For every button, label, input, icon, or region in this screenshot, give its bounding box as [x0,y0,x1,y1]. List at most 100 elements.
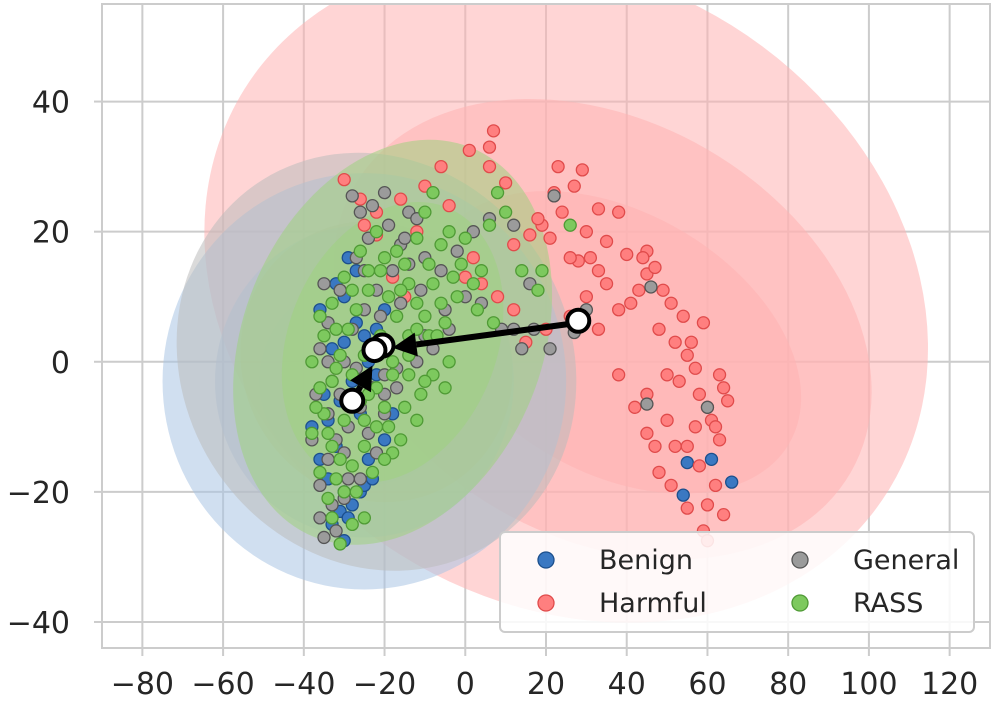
rass-point [377,251,392,265]
rass-point [426,277,440,291]
rass-point [325,511,339,525]
rass-point [337,270,351,284]
rass-point [434,296,448,310]
x-axis-ticks: −80 −60 −40 −20 0 20 40 60 80 100 120 [111,648,978,702]
centroid-marker [339,387,366,414]
benign-point [357,329,372,343]
rass-point [325,374,339,388]
rass-point [321,491,335,506]
rass-point [357,413,372,427]
general-point [700,400,715,414]
centroid-markers [339,307,592,414]
harmful-point [680,439,694,453]
legend-marker-rass [791,594,809,612]
harmful-point [624,296,638,310]
harmful-point [716,381,731,395]
harmful-point [434,159,448,174]
harmful-point [507,303,521,317]
harmful-point [583,251,598,265]
harmful-point [716,507,731,522]
general-point [434,264,448,278]
general-point [450,244,464,258]
rass-point [329,322,343,336]
harmful-point [688,361,702,375]
harmful-point [462,143,476,158]
general-point [394,296,408,310]
y-axis-ticks: −40 −20 0 20 40 [7,86,102,641]
harmful-point [531,212,545,226]
harmful-point [680,501,694,515]
harmful-point [599,234,614,249]
general-point [373,309,388,323]
rass-point [341,322,355,336]
harmful-point [636,251,650,265]
harmful-point [684,335,698,349]
general-point [543,342,557,356]
centroid-marker [361,337,388,364]
harmful-point [652,465,666,480]
harmful-point [668,439,682,453]
general-point [644,280,658,294]
harmful-point [620,247,634,262]
rass-point [531,283,545,297]
x-tick-label: −20 [353,667,416,702]
harmful-point [466,251,480,265]
rass-point [426,185,440,200]
harmful-point [708,420,723,434]
general-point [317,530,331,545]
y-tick-label: 0 [51,346,70,381]
rass-point [385,355,400,369]
harmful-point [700,498,715,512]
general-point [317,277,331,291]
rass-point [349,303,363,317]
x-tick-label: 60 [688,667,726,702]
general-point [390,381,404,395]
x-tick-label: −80 [111,667,174,702]
rass-point [390,244,404,258]
harmful-point [640,426,654,440]
harmful-point [507,238,521,252]
rass-point [486,316,501,330]
legend-marker-benign [537,551,555,569]
rass-point [515,264,529,278]
legend-label-general: General [853,545,959,576]
rass-point [482,218,497,232]
rass-point [458,231,472,245]
harmful-point [664,296,678,310]
harmful-point [648,439,662,453]
rass-point [373,264,388,278]
harmful-point [676,309,690,323]
rass-point [337,485,351,499]
rass-point [470,303,485,317]
harmful-point [612,205,626,219]
general-point [333,283,347,297]
rass-point [398,257,412,271]
rass-point [418,374,432,388]
harmful-point [628,400,642,414]
harmful-point [523,228,537,242]
general-point [341,472,355,486]
general-point [381,218,396,232]
benign-point [704,452,719,467]
rass-point [305,355,319,369]
rass-point [410,296,424,310]
benign-point [725,475,739,489]
rass-point [349,485,363,499]
harmful-point [599,277,614,291]
rass-point [446,270,460,284]
harmful-point [591,264,606,278]
rass-point [410,413,424,427]
rass-point [313,381,327,395]
rass-point [394,283,408,297]
general-point [365,199,380,213]
harmful-point [712,433,727,447]
rass-point [410,231,424,245]
harmful-point [482,140,497,154]
general-point [515,342,529,356]
rass-point [398,400,412,414]
x-tick-label: 120 [921,667,978,702]
rass-point [394,433,408,447]
rass-point [329,472,343,486]
rass-point [402,368,416,382]
harmful-point [563,251,577,265]
